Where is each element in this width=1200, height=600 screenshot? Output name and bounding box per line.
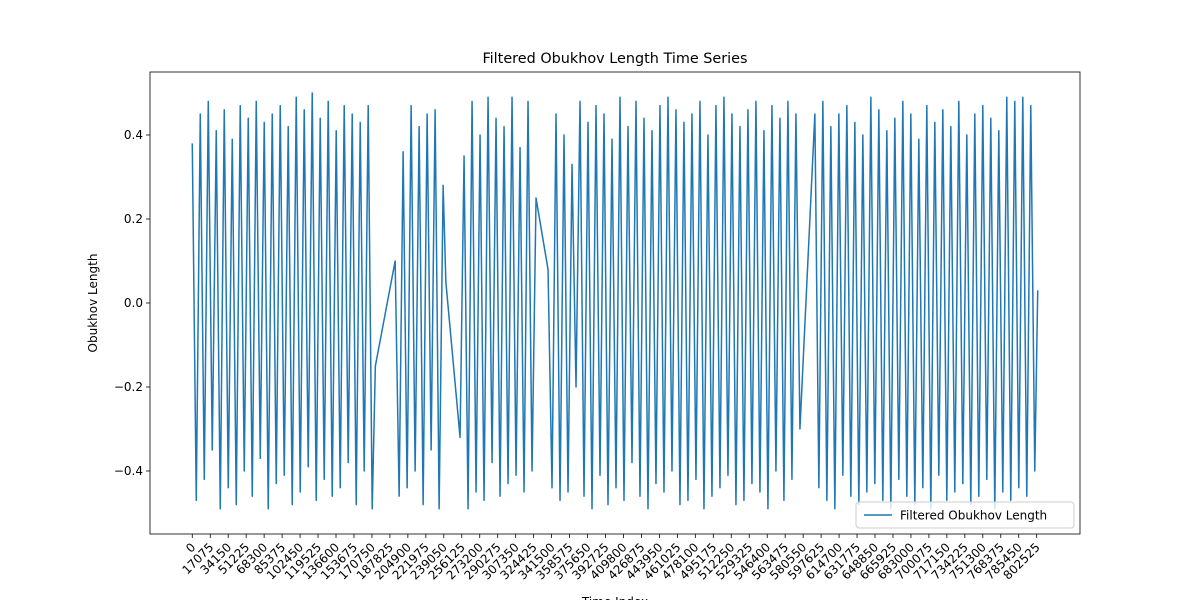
- data-line: [191, 92, 1039, 510]
- legend-box: [855, 501, 1075, 529]
- y-tick-label: −0.2: [114, 380, 143, 394]
- y-axis-label: Obukhov Length: [86, 254, 100, 353]
- y-tick-label: −0.4: [114, 464, 143, 478]
- y-tick-label: 0.2: [124, 212, 143, 226]
- x-axis-label: Time Index: [581, 595, 648, 600]
- y-tick-label: 0.0: [124, 296, 143, 310]
- plot-frame: [149, 71, 1081, 535]
- y-tick-label: 0.4: [124, 128, 143, 142]
- legend-label: Filtered Obukhov Length: [900, 509, 1047, 523]
- chart-title: Filtered Obukhov Length Time Series: [482, 51, 747, 67]
